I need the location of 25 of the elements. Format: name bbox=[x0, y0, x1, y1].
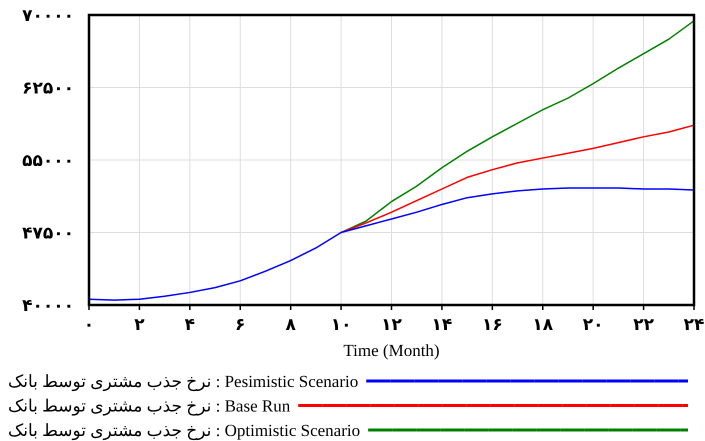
x-tick-label: ۱۰ bbox=[330, 315, 352, 335]
x-tick-label: ۴ bbox=[184, 315, 196, 335]
x-tick-label: ۱۶ bbox=[482, 315, 503, 335]
x-tick-label: ۱۲ bbox=[381, 315, 402, 335]
line-series bbox=[88, 187, 695, 301]
x-tick-label: ۲۲ bbox=[633, 315, 655, 335]
legend-label: نرخ جذب مشتری توسط بانک : Optimistic Scenario bbox=[8, 421, 360, 441]
line-series bbox=[340, 20, 695, 234]
x-tick-label: ۲۰ bbox=[582, 315, 604, 335]
x-axis-title: Time (Month) bbox=[343, 341, 440, 360]
x-tick-label: ۸ bbox=[285, 315, 296, 335]
y-tick-label: ۴۷۵۰۰ bbox=[22, 224, 74, 244]
y-tick-label: ۶۲۵۰۰ bbox=[22, 78, 74, 98]
x-tick-label: ۱۸ bbox=[532, 315, 554, 335]
x-tick-label: ۲ bbox=[134, 315, 146, 335]
x-tick-label: ۱۴ bbox=[432, 315, 452, 335]
y-tick-label: ۴۰۰۰۰ bbox=[22, 296, 74, 316]
y-tick-label: ۷۰۰۰۰ bbox=[22, 6, 74, 26]
x-tick-label: ۰ bbox=[84, 315, 94, 335]
legend-label: نرخ جذب مشتری توسط بانک : Pesimistic Scenario bbox=[8, 372, 358, 392]
line-series bbox=[340, 124, 695, 234]
x-tick-label: ۶ bbox=[235, 315, 246, 335]
y-tick-label: ۵۵۰۰۰ bbox=[22, 151, 74, 171]
x-tick-label: ۲۴ bbox=[684, 315, 704, 335]
legend-label: نرخ جذب مشتری توسط بانک : Base Run bbox=[8, 396, 291, 416]
